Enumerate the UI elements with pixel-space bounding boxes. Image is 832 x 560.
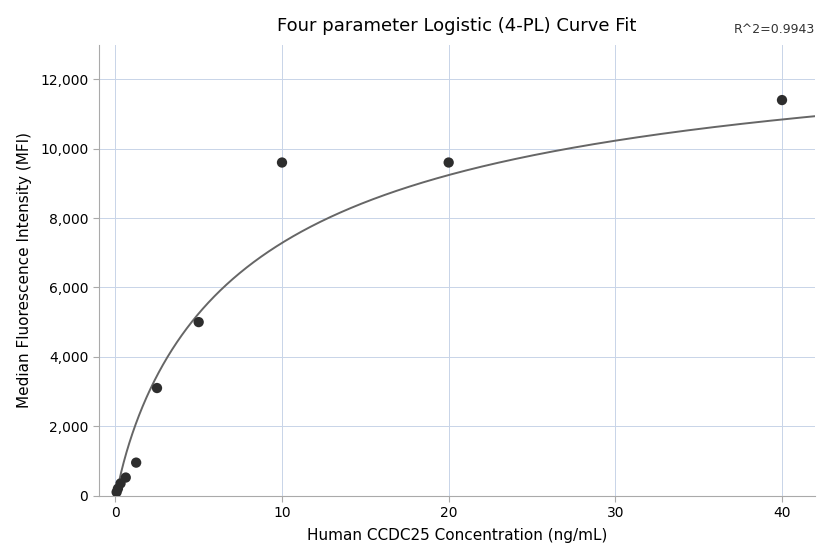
Point: [119, 473, 132, 482]
X-axis label: Human CCDC25 Concentration (ng/mL): Human CCDC25 Concentration (ng/mL): [307, 528, 607, 543]
Point: [114, 479, 127, 488]
Point: [275, 158, 289, 167]
Y-axis label: Median Fluorescence Intensity (MFI): Median Fluorescence Intensity (MFI): [17, 132, 32, 408]
Point: [442, 158, 455, 167]
Point: [775, 96, 789, 105]
Point: [151, 384, 164, 393]
Text: R^2=0.9943: R^2=0.9943: [734, 22, 815, 35]
Title: Four parameter Logistic (4-PL) Curve Fit: Four parameter Logistic (4-PL) Curve Fit: [277, 17, 636, 35]
Point: [192, 318, 206, 326]
Point: [111, 484, 125, 493]
Point: [110, 488, 123, 497]
Point: [130, 458, 143, 467]
